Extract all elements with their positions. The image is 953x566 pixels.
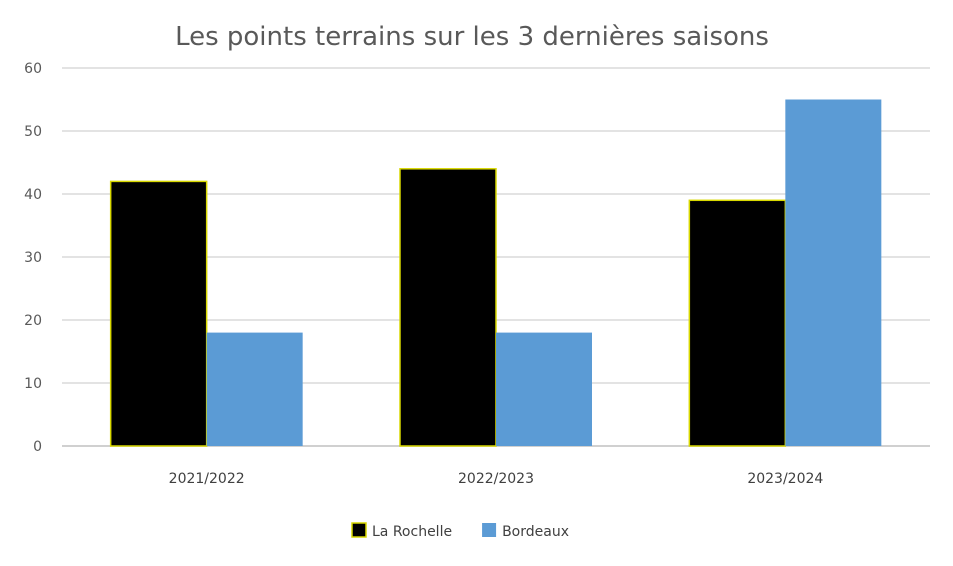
chart-title: Les points terrains sur les 3 dernières … — [175, 22, 769, 52]
y-tick-label: 20 — [24, 313, 42, 329]
y-tick-label: 30 — [24, 250, 42, 266]
bar-la-rochelle — [109, 180, 208, 447]
x-category-label: 2022/2023 — [458, 471, 534, 487]
x-category-label: 2023/2024 — [747, 471, 823, 487]
y-tick-label: 0 — [33, 439, 42, 455]
bar-bordeaux — [785, 99, 882, 446]
bar-la-rochelle — [399, 168, 497, 447]
y-tick-label: 40 — [24, 187, 42, 203]
bar-la-rochelle — [688, 199, 787, 447]
y-tick-label: 50 — [24, 124, 42, 140]
legend-swatch — [482, 523, 497, 537]
legend-swatch — [351, 522, 367, 538]
bar-bordeaux — [496, 332, 592, 446]
y-tick-label: 10 — [24, 376, 42, 392]
y-tick-label: 60 — [24, 61, 42, 77]
x-category-label: 2021/2022 — [169, 471, 245, 487]
legend-label: La Rochelle — [372, 524, 452, 540]
bar-bordeaux — [206, 332, 303, 446]
legend-label: Bordeaux — [502, 524, 569, 540]
